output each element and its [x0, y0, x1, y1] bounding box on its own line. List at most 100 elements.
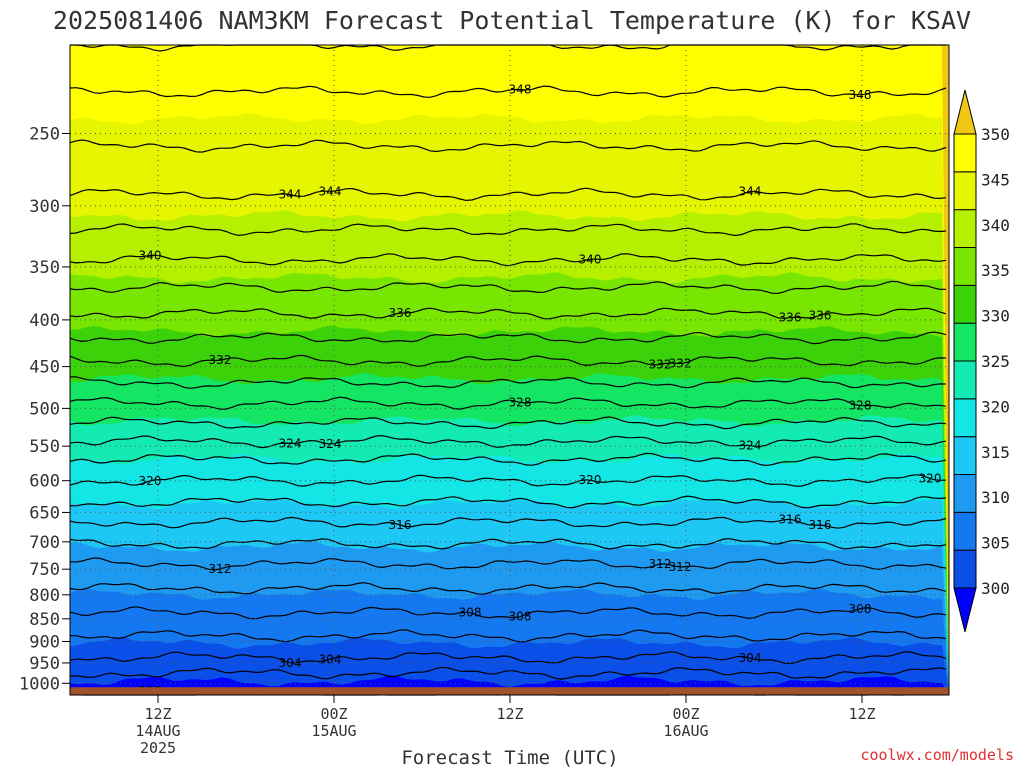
contour-line — [69, 139, 947, 153]
colorbar-swatch — [953, 133, 977, 173]
y-tick-label: 900 — [29, 632, 60, 652]
x-tick-label: 12Z — [496, 705, 523, 723]
y-tick-label: 550 — [29, 437, 60, 457]
contour-line — [69, 495, 947, 509]
color-band — [70, 637, 949, 695]
colorbar-swatch — [953, 511, 977, 551]
contour-line — [69, 452, 947, 467]
y-tick-label: 850 — [29, 610, 60, 630]
y-tick-label: 250 — [29, 124, 60, 144]
contour-line — [69, 582, 947, 595]
colorbar-tick-label: 300 — [981, 579, 1010, 598]
colorbar-tick-label: 310 — [981, 488, 1010, 507]
colorbar-tick-label: 325 — [981, 352, 1010, 371]
contour-line — [69, 280, 947, 295]
contour-label: 324 — [319, 437, 342, 451]
colorbar-tick-label: 305 — [981, 534, 1010, 553]
colorbar-tick-label: 335 — [981, 261, 1010, 280]
y-tick-label: 750 — [29, 560, 60, 580]
contour-label: 344 — [319, 184, 342, 198]
contour-label: 316 — [779, 512, 802, 526]
y-axis: 2503003504004505005506006507007508008509… — [19, 124, 70, 694]
contour-label: 304 — [739, 651, 762, 665]
y-tick-label: 800 — [29, 586, 60, 606]
contour-line — [69, 253, 947, 267]
ground-fill — [70, 687, 949, 695]
contour-label: 312 — [649, 557, 672, 571]
colorbar-swatch — [953, 474, 977, 513]
y-tick-label: 700 — [29, 533, 60, 553]
contour-label: 348 — [509, 83, 532, 97]
x-tick-label: 12Z — [144, 705, 171, 723]
contour-label: 304 — [319, 652, 342, 666]
colorbar-swatch — [953, 171, 977, 211]
colorbar-swatch — [953, 360, 977, 400]
colorbar-swatch — [953, 209, 977, 249]
contour-label: 328 — [849, 399, 872, 413]
contour-line — [69, 376, 947, 389]
contour-line — [69, 538, 947, 550]
contour-label: 308 — [849, 602, 872, 616]
colorbar-swatch — [953, 284, 977, 324]
contour-label: 340 — [139, 248, 162, 262]
colorbar-tick-label: 320 — [981, 397, 1010, 416]
colorbar-tick-label: 350 — [981, 125, 1010, 144]
contour-label: 308 — [459, 606, 482, 620]
contour-label: 336 — [389, 306, 412, 320]
colorbar-swatch — [953, 247, 977, 286]
x-tick-label: 15AUG — [311, 722, 356, 740]
y-tick-label: 300 — [29, 197, 60, 217]
grid-lines — [70, 45, 949, 695]
contour-label: 332 — [669, 356, 692, 370]
y-tick-label: 600 — [29, 472, 60, 492]
contour-label: 316 — [389, 518, 412, 532]
contour-line — [69, 516, 947, 529]
contour-label: 336 — [809, 308, 832, 322]
contour-line — [69, 307, 947, 320]
contour-label: 332 — [209, 353, 232, 367]
contour-line — [69, 434, 947, 449]
contour-line — [69, 629, 947, 643]
credit-text: coolwx.com/models — [860, 746, 1014, 764]
contour-line — [69, 354, 947, 368]
colorbar-min-arrow — [953, 587, 977, 633]
contour-label: 336 — [779, 311, 802, 325]
colorbar-tick-label: 315 — [981, 443, 1010, 462]
colorbar-swatch — [953, 398, 977, 438]
y-tick-label: 950 — [29, 654, 60, 674]
chart-title: 2025081406 NAM3KM Forecast Potential Tem… — [53, 6, 971, 35]
contour-label: 308 — [509, 610, 532, 624]
colorbar-tick-label: 340 — [981, 216, 1010, 235]
contour-label: 328 — [509, 395, 532, 409]
colorbar: 300 305 310 315 320 325 330 335 340 345 350 — [953, 89, 1010, 633]
contour-label: 316 — [809, 518, 832, 532]
y-tick-label: 450 — [29, 358, 60, 378]
contour-line — [69, 85, 947, 98]
contour-label: 324 — [279, 436, 302, 450]
x-axis-label: Forecast Time (UTC) — [401, 747, 618, 768]
contour-label: 320 — [919, 471, 942, 485]
contour-label: 344 — [279, 188, 302, 202]
y-tick-label: 650 — [29, 503, 60, 523]
x-tick-label: 12Z — [848, 705, 875, 723]
ground-layer — [70, 687, 949, 695]
contour-line — [69, 651, 947, 665]
x-tick-label: 2025 — [140, 739, 176, 757]
colorbar-tick-label: 345 — [981, 170, 1010, 189]
contour-label: 332 — [649, 357, 672, 371]
x-tick-label: 00Z — [320, 705, 347, 723]
colorbar-swatch — [953, 549, 977, 589]
colorbar-swatch — [953, 322, 977, 362]
contour-label: 324 — [739, 439, 762, 453]
x-tick-label: 14AUG — [135, 722, 180, 740]
contour-line — [69, 666, 947, 680]
contour-line — [69, 416, 947, 430]
y-tick-label: 500 — [29, 399, 60, 419]
x-tick-label: 16AUG — [663, 722, 708, 740]
contour-line — [69, 331, 947, 345]
contour-line — [69, 187, 947, 202]
contour-label: 344 — [739, 184, 762, 198]
contour-label: 312 — [669, 560, 692, 574]
